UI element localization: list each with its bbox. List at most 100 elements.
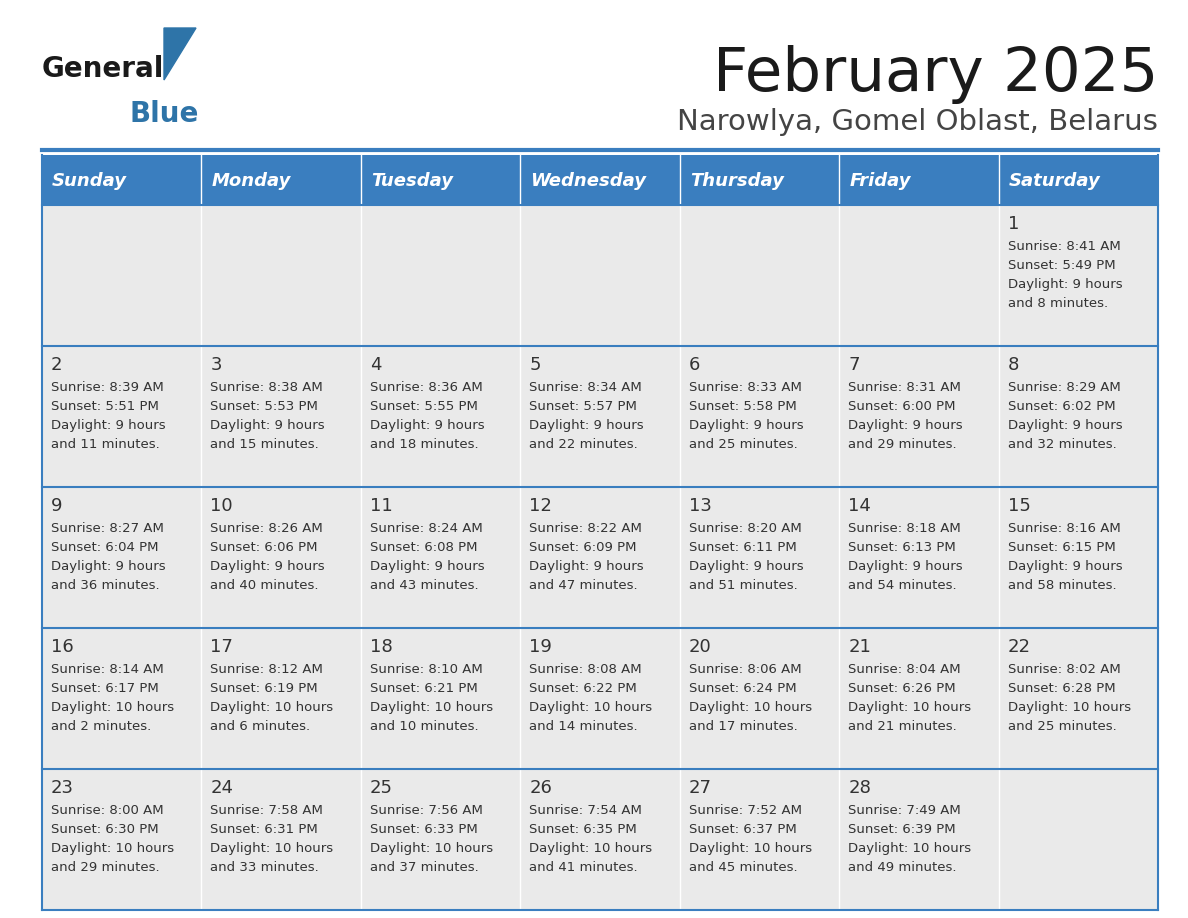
Text: Sunset: 6:08 PM: Sunset: 6:08 PM — [369, 541, 478, 554]
Text: and 11 minutes.: and 11 minutes. — [51, 438, 159, 451]
Text: and 49 minutes.: and 49 minutes. — [848, 861, 956, 874]
Text: Sunset: 6:15 PM: Sunset: 6:15 PM — [1007, 541, 1116, 554]
Text: Sunrise: 8:16 AM: Sunrise: 8:16 AM — [1007, 522, 1120, 535]
Text: and 36 minutes.: and 36 minutes. — [51, 579, 159, 592]
Text: 1: 1 — [1007, 215, 1019, 233]
Text: 21: 21 — [848, 638, 871, 656]
Text: and 10 minutes.: and 10 minutes. — [369, 720, 479, 733]
Text: Sunset: 6:13 PM: Sunset: 6:13 PM — [848, 541, 956, 554]
Text: Sunset: 6:09 PM: Sunset: 6:09 PM — [530, 541, 637, 554]
Text: Sunset: 6:31 PM: Sunset: 6:31 PM — [210, 823, 318, 836]
Bar — [42, 346, 202, 487]
Text: Daylight: 10 hours: Daylight: 10 hours — [369, 701, 493, 714]
Text: Daylight: 9 hours: Daylight: 9 hours — [369, 560, 485, 573]
Bar — [839, 346, 999, 487]
Text: Sunset: 6:21 PM: Sunset: 6:21 PM — [369, 682, 478, 695]
Bar — [999, 205, 1158, 346]
Text: Sunset: 6:22 PM: Sunset: 6:22 PM — [530, 682, 637, 695]
Text: Monday: Monday — [211, 172, 291, 190]
Bar — [361, 155, 520, 205]
Text: Sunset: 5:58 PM: Sunset: 5:58 PM — [689, 400, 796, 413]
Text: Sunrise: 8:34 AM: Sunrise: 8:34 AM — [530, 381, 642, 394]
Bar — [839, 155, 999, 205]
Text: Daylight: 9 hours: Daylight: 9 hours — [689, 560, 803, 573]
Text: Sunset: 6:39 PM: Sunset: 6:39 PM — [848, 823, 956, 836]
Text: Sunset: 6:00 PM: Sunset: 6:00 PM — [848, 400, 955, 413]
Text: Daylight: 9 hours: Daylight: 9 hours — [530, 560, 644, 573]
Text: Sunrise: 8:26 AM: Sunrise: 8:26 AM — [210, 522, 323, 535]
Text: Sunset: 6:33 PM: Sunset: 6:33 PM — [369, 823, 478, 836]
Text: Sunrise: 7:49 AM: Sunrise: 7:49 AM — [848, 804, 961, 817]
Text: 3: 3 — [210, 356, 222, 374]
Text: Daylight: 10 hours: Daylight: 10 hours — [210, 842, 334, 855]
Text: Sunrise: 7:56 AM: Sunrise: 7:56 AM — [369, 804, 482, 817]
Text: and 51 minutes.: and 51 minutes. — [689, 579, 797, 592]
Text: Daylight: 9 hours: Daylight: 9 hours — [1007, 419, 1123, 432]
Text: Daylight: 9 hours: Daylight: 9 hours — [51, 419, 165, 432]
Text: 19: 19 — [530, 638, 552, 656]
Bar — [999, 155, 1158, 205]
Text: Sunrise: 8:02 AM: Sunrise: 8:02 AM — [1007, 663, 1120, 676]
Text: Daylight: 10 hours: Daylight: 10 hours — [530, 842, 652, 855]
Text: 22: 22 — [1007, 638, 1030, 656]
Text: Daylight: 9 hours: Daylight: 9 hours — [1007, 278, 1123, 291]
Text: Sunset: 6:37 PM: Sunset: 6:37 PM — [689, 823, 796, 836]
Text: and 58 minutes.: and 58 minutes. — [1007, 579, 1117, 592]
Text: Sunrise: 7:52 AM: Sunrise: 7:52 AM — [689, 804, 802, 817]
Bar — [520, 346, 680, 487]
Text: and 25 minutes.: and 25 minutes. — [1007, 720, 1117, 733]
Text: Daylight: 9 hours: Daylight: 9 hours — [848, 560, 962, 573]
Text: Saturday: Saturday — [1009, 172, 1100, 190]
Text: Sunrise: 8:06 AM: Sunrise: 8:06 AM — [689, 663, 802, 676]
Bar — [42, 155, 202, 205]
Text: Thursday: Thursday — [690, 172, 784, 190]
Text: Sunrise: 8:36 AM: Sunrise: 8:36 AM — [369, 381, 482, 394]
Text: and 40 minutes.: and 40 minutes. — [210, 579, 318, 592]
Text: Sunrise: 8:24 AM: Sunrise: 8:24 AM — [369, 522, 482, 535]
Text: Daylight: 9 hours: Daylight: 9 hours — [210, 419, 326, 432]
Bar — [680, 155, 839, 205]
Bar — [361, 346, 520, 487]
Text: Daylight: 10 hours: Daylight: 10 hours — [51, 842, 175, 855]
Bar — [42, 769, 202, 910]
Text: Sunset: 5:53 PM: Sunset: 5:53 PM — [210, 400, 318, 413]
Text: 24: 24 — [210, 779, 233, 797]
Text: Sunrise: 8:08 AM: Sunrise: 8:08 AM — [530, 663, 642, 676]
Text: Sunset: 6:02 PM: Sunset: 6:02 PM — [1007, 400, 1116, 413]
Text: 25: 25 — [369, 779, 393, 797]
Bar — [42, 205, 202, 346]
Text: 5: 5 — [530, 356, 541, 374]
Text: Sunrise: 8:31 AM: Sunrise: 8:31 AM — [848, 381, 961, 394]
Text: 13: 13 — [689, 497, 712, 515]
Text: Tuesday: Tuesday — [371, 172, 453, 190]
Text: and 25 minutes.: and 25 minutes. — [689, 438, 797, 451]
Bar — [520, 628, 680, 769]
Bar — [42, 487, 202, 628]
Bar — [999, 769, 1158, 910]
Text: Sunset: 5:55 PM: Sunset: 5:55 PM — [369, 400, 478, 413]
Text: 14: 14 — [848, 497, 871, 515]
Text: 15: 15 — [1007, 497, 1030, 515]
Text: 2: 2 — [51, 356, 63, 374]
Text: and 41 minutes.: and 41 minutes. — [530, 861, 638, 874]
Bar — [202, 487, 361, 628]
Text: Daylight: 10 hours: Daylight: 10 hours — [689, 842, 811, 855]
Text: 7: 7 — [848, 356, 860, 374]
Text: Sunrise: 8:14 AM: Sunrise: 8:14 AM — [51, 663, 164, 676]
Text: 20: 20 — [689, 638, 712, 656]
Text: 28: 28 — [848, 779, 871, 797]
Text: and 2 minutes.: and 2 minutes. — [51, 720, 151, 733]
Text: and 22 minutes.: and 22 minutes. — [530, 438, 638, 451]
Text: Daylight: 10 hours: Daylight: 10 hours — [51, 701, 175, 714]
Text: and 29 minutes.: and 29 minutes. — [51, 861, 159, 874]
Text: Sunset: 6:28 PM: Sunset: 6:28 PM — [1007, 682, 1116, 695]
Text: Sunrise: 8:41 AM: Sunrise: 8:41 AM — [1007, 240, 1120, 253]
Bar — [202, 769, 361, 910]
Text: 17: 17 — [210, 638, 233, 656]
Text: 23: 23 — [51, 779, 74, 797]
Text: and 45 minutes.: and 45 minutes. — [689, 861, 797, 874]
Bar — [520, 155, 680, 205]
Text: Daylight: 9 hours: Daylight: 9 hours — [369, 419, 485, 432]
Text: Sunrise: 8:33 AM: Sunrise: 8:33 AM — [689, 381, 802, 394]
Text: 26: 26 — [530, 779, 552, 797]
